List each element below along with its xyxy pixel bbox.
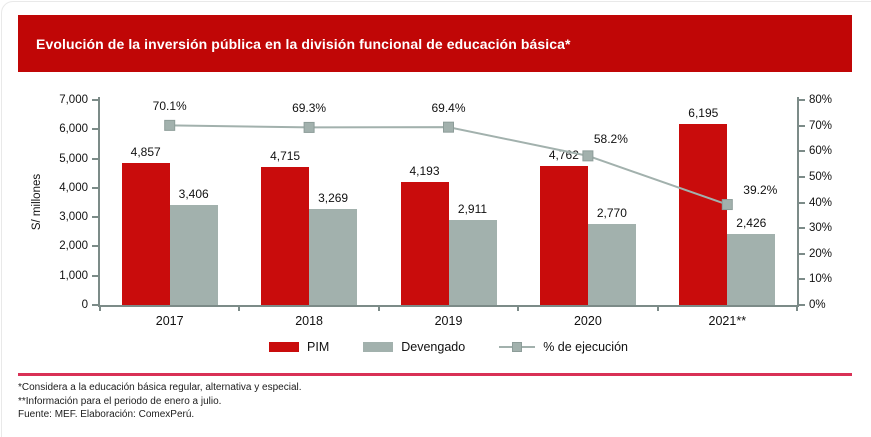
y-axis-left-tick-label: 4,000 (59, 181, 88, 194)
x-axis-category-label: 2020 (573, 314, 602, 328)
chart-title: Evolución de la inversión pública en la … (36, 35, 571, 52)
devengado-value-label: 3,269 (318, 191, 349, 206)
legend-item-ejecucion: % de ejecución (499, 340, 628, 354)
y-axis-right (797, 97, 799, 307)
line-marker-2019 (443, 121, 454, 133)
y-axis-right-tick-label: 50% (809, 170, 833, 183)
y-axis-right-tick (799, 304, 805, 306)
footnote-source: Fuente: MEF. Elaboración: ComexPerú. (18, 409, 195, 420)
bar-devengado-2020 (587, 223, 636, 305)
y-axis-left-tick-label: 1,000 (59, 269, 88, 282)
pim-value-label: 4,715 (270, 148, 301, 163)
bar-pim-2018 (261, 166, 310, 305)
y-axis-left-tick (92, 157, 98, 160)
devengado-value-label: 3,406 (178, 187, 209, 202)
pim-value-label: 4,193 (409, 164, 440, 179)
y-axis-right-tick-label: 10% (809, 273, 833, 286)
x-axis (98, 305, 799, 307)
y-axis-right-tick-label: 30% (809, 222, 833, 235)
x-axis-tick (656, 307, 659, 311)
ejecucion-pct-label: 39.2% (743, 182, 778, 197)
y-axis-right-tick (799, 227, 805, 230)
y-axis-right-tick-label: 0% (809, 299, 826, 311)
pim-value-label: 4,857 (130, 144, 161, 159)
devengado-value-label: 2,426 (736, 215, 767, 230)
pim-value-label: 6,195 (688, 105, 719, 120)
bar-pim-2017 (121, 162, 170, 305)
bar-devengado-2019 (448, 219, 497, 305)
y-axis-right-tick (799, 175, 805, 178)
y-axis-right-tick-label: 40% (809, 196, 833, 209)
legend-item-devengado: Devengado (363, 340, 465, 354)
devengado-value-label: 2,770 (596, 205, 627, 220)
pim-value-label: 4,762 (548, 147, 579, 162)
x-axis-category-label: 2019 (434, 314, 463, 328)
footnote-2: **Información para el periodo de enero a… (18, 395, 222, 407)
legend-label-pim: PIM (307, 340, 330, 354)
y-axis-left-tick-label: 6,000 (59, 123, 88, 136)
y-axis-left-tick-label: 0 (81, 299, 88, 311)
x-axis-category-label: 2021** (708, 314, 747, 328)
bar-pim-2020 (539, 165, 588, 305)
devengado-swatch-icon (363, 342, 394, 352)
y-axis-left-tick-label: 5,000 (59, 152, 88, 165)
y-axis-left-tick (92, 216, 98, 219)
y-axis-right-tick-label: 60% (809, 145, 833, 158)
y-axis-left-tick-label: 2,000 (59, 240, 88, 253)
chart-header-banner: Evolución de la inversión pública en la … (18, 15, 852, 72)
y-axis-right-tick (799, 150, 805, 153)
x-axis-tick (517, 307, 520, 311)
line-swatch-marker (512, 342, 523, 352)
x-axis-tick (238, 307, 241, 311)
footnote-1: *Considera a la educación básica regular… (18, 382, 302, 393)
y-axis-right-tick-label: 20% (809, 247, 833, 260)
x-axis-category-label: 2017 (155, 314, 184, 328)
y-axis-left-tick (92, 274, 98, 277)
footnotes: *Considera a la educación básica regular… (18, 381, 302, 422)
pim-swatch-icon (269, 342, 300, 352)
y-axis-right-tick-label: 80% (809, 94, 833, 106)
bar-devengado-2018 (309, 209, 358, 305)
bar-devengado-2017 (169, 205, 218, 305)
y-axis-right-tick (799, 99, 805, 101)
y-axis-left-tick-label: 3,000 (59, 211, 88, 224)
legend-label-ejecucion: % de ejecución (543, 340, 628, 354)
footer-separator-line (18, 373, 852, 376)
y-axis-left-tick (92, 128, 98, 131)
y-axis-left (98, 97, 100, 307)
devengado-value-label: 2,911 (457, 201, 488, 216)
x-axis-tick (377, 307, 380, 311)
y-axis-left-tick (92, 99, 98, 101)
y-axis-left-tick (92, 245, 98, 248)
legend-label-devengado: Devengado (401, 340, 466, 354)
bar-pim-2019 (400, 182, 449, 305)
ejecucion-pct-label: 58.2% (593, 131, 628, 146)
ejecucion-pct-label: 69.3% (292, 101, 327, 116)
y-axis-left-tick (92, 304, 98, 306)
y-axis-left-tick-label: 7,000 (59, 94, 88, 106)
legend-item-pim: PIM (269, 340, 329, 354)
bar-pim-2021** (679, 123, 728, 305)
line-marker-2017 (164, 119, 176, 131)
y-axis-right-tick (799, 278, 805, 281)
line-marker-swatch-icon (499, 341, 536, 353)
y-axis-right-tick (799, 252, 805, 255)
line-marker-2018 (303, 121, 315, 133)
y-axis-left-tick (92, 186, 98, 189)
bar-devengado-2021** (727, 233, 776, 305)
ejecucion-pct-label: 70.1% (152, 99, 187, 114)
y-axis-right-tick (799, 201, 805, 204)
x-axis-tick (796, 307, 798, 311)
y-axis-right-tick (799, 124, 805, 127)
chart-legend: PIM Devengado % de ejecución (100, 340, 797, 354)
ejecucion-pct-label: 69.4% (431, 101, 466, 116)
y-axis-right-tick-label: 70% (809, 119, 833, 132)
x-axis-category-label: 2018 (295, 314, 323, 328)
y-axis-title: S/ millones (31, 173, 43, 231)
x-axis-tick (99, 307, 101, 311)
